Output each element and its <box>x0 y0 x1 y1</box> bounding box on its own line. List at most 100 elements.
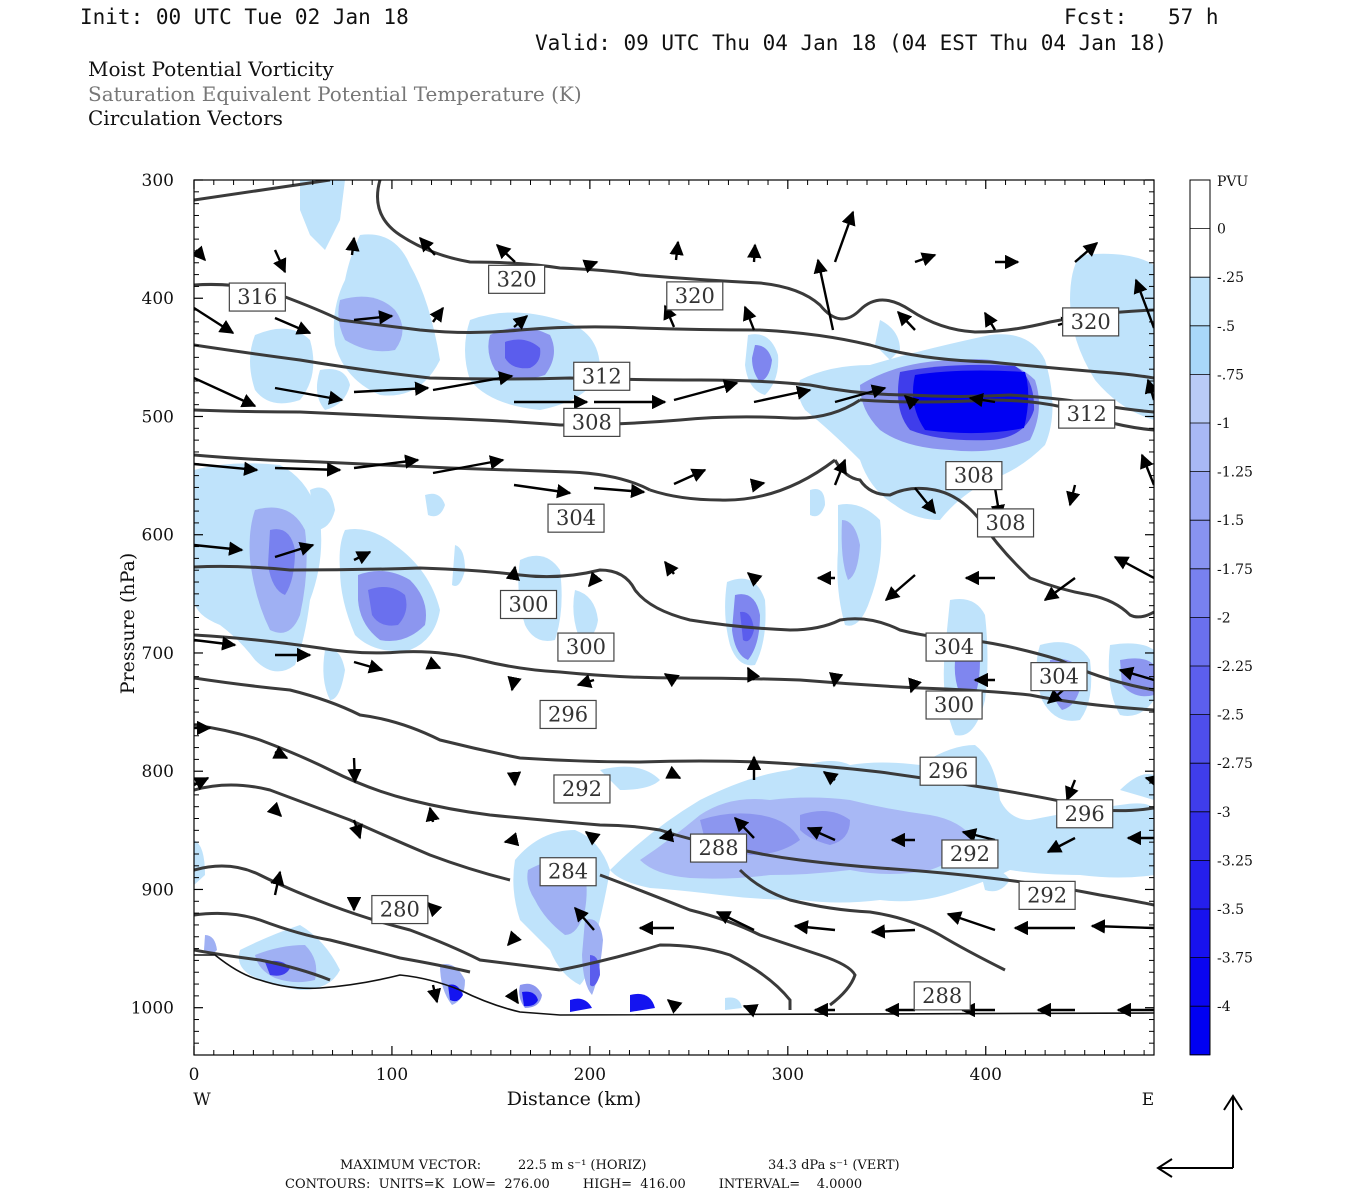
contour-label-text: 292 <box>562 777 602 801</box>
contour-label: 296 <box>539 699 597 730</box>
colorbar-level-label: -1 <box>1217 416 1231 432</box>
west-label: W <box>193 1090 211 1110</box>
x-tick-label: 100 <box>376 1065 408 1085</box>
valid-time: Valid: 09 UTC Thu 04 Jan 18 (04 EST Thu … <box>535 31 1168 55</box>
forecast-label: Fcst: <box>1064 5 1128 29</box>
east-label: E <box>1142 1090 1154 1110</box>
colorbar-swatch <box>1190 666 1210 716</box>
colorbar-level-label: -2.25 <box>1217 659 1253 675</box>
colorbar-level-label: -3.5 <box>1217 902 1244 918</box>
colorbar-level-label: -4 <box>1217 999 1231 1015</box>
contour-label-text: 320 <box>497 267 537 291</box>
contour-label: 304 <box>1030 662 1088 692</box>
x-tick-label: 400 <box>970 1065 1002 1085</box>
contour-label: 296 <box>1056 799 1114 829</box>
contour-label: 308 <box>976 508 1035 538</box>
colorbar-swatch <box>1190 228 1210 278</box>
colorbar-level-label: -1.75 <box>1217 562 1253 578</box>
contour-label-text: 312 <box>1067 402 1107 426</box>
contour-label-text: 320 <box>675 284 715 308</box>
contour-label: 296 <box>919 756 977 786</box>
contour-label: 292 <box>941 839 999 869</box>
colorbar-level-label: -1.5 <box>1217 513 1244 529</box>
contour-label-text: 296 <box>548 702 588 726</box>
x-tick-label: 300 <box>772 1065 804 1085</box>
contour-label: 284 <box>539 857 597 887</box>
contour-label: 308 <box>945 461 1003 491</box>
contour-label-text: 292 <box>950 842 990 866</box>
colorbar-level-label: -1.25 <box>1217 465 1253 481</box>
contour-label-text: 292 <box>1027 883 1067 907</box>
contour-label: 316 <box>228 282 286 312</box>
contour-label-text: 304 <box>934 635 974 659</box>
contour-label-text: 316 <box>237 285 277 309</box>
contour-label: 292 <box>553 774 611 804</box>
colorbar-swatch <box>1190 520 1210 570</box>
contour-labels: 316 320 320 320 312 312 308 308 308 304 304 304 300 3… <box>228 264 1120 1011</box>
contour-label: 304 <box>925 632 983 662</box>
contour-label: 320 <box>666 281 724 311</box>
contour-label: 320 <box>1062 307 1120 337</box>
contour-label: 304 <box>547 503 605 533</box>
colorbar-level-label: -.5 <box>1217 319 1235 335</box>
y-tick-label: 400 <box>142 289 174 309</box>
colorbar-swatch <box>1190 180 1210 230</box>
contour-label-text: 308 <box>572 410 612 434</box>
colorbar-swatch <box>1190 325 1210 375</box>
colorbar-level-label: -2 <box>1217 610 1231 626</box>
init-time: Init: 00 UTC Tue 02 Jan 18 <box>80 5 409 29</box>
contour-label-text: 312 <box>582 364 622 388</box>
forecast-hour: 57 h <box>1168 5 1219 29</box>
axes: 300 400 500 600 700 800 900 1000 0 100 200 300 400 Di… <box>117 171 1154 1110</box>
contour-label-text: 296 <box>928 759 968 783</box>
y-tick-label: 600 <box>142 526 174 546</box>
colorbar-swatch <box>1190 860 1210 910</box>
max-vector-vert: 34.3 dPa s⁻¹ (VERT) <box>768 1158 900 1173</box>
colorbar-unit: PVU <box>1217 174 1249 190</box>
contours-info: CONTOURS: UNITS=K LOW= 276.00 HIGH= 416.… <box>285 1177 863 1192</box>
contour-label: 312 <box>1058 399 1116 429</box>
contour-label-text: 280 <box>380 898 420 922</box>
title-theta-es: Saturation Equivalent Potential Temperat… <box>88 82 582 106</box>
contour-label-text: 304 <box>556 506 596 530</box>
y-tick-label: 500 <box>142 407 174 427</box>
contour-label-text: 296 <box>1065 802 1105 826</box>
contour-label: 300 <box>925 690 983 720</box>
circulation-vectors <box>194 210 1154 1018</box>
contour-label: 288 <box>689 833 748 863</box>
contour-label: 292 <box>1018 880 1076 910</box>
y-tick-label: 800 <box>142 762 174 782</box>
colorbar-level-label: -3.25 <box>1217 853 1253 869</box>
colorbar-level-label: -.75 <box>1217 367 1244 383</box>
colorbar-level-label: -3 <box>1217 805 1231 821</box>
colorbar-swatch <box>1190 568 1210 618</box>
colorbar-level-label: -.25 <box>1217 270 1244 286</box>
colorbar-swatch <box>1190 471 1210 521</box>
colorbar-swatch <box>1190 811 1210 861</box>
theta-es-contours <box>194 180 1154 1010</box>
y-tick-label: 700 <box>142 644 174 664</box>
contour-label: 280 <box>371 894 429 925</box>
colorbar-level-label: -2.5 <box>1217 708 1244 724</box>
colorbar-level-label: -2.75 <box>1217 756 1253 772</box>
y-axis-title: Pressure (hPa) <box>117 553 139 695</box>
contour-label-text: 284 <box>548 860 588 884</box>
pv-colorbar: PVU 0 -.25 -.5 -.75 -1 -1.25 -1.5 -1.75 -2 -2.25 -2… <box>1189 174 1253 1056</box>
title-circulation: Circulation Vectors <box>88 106 283 130</box>
y-tick-label: 1000 <box>131 999 174 1019</box>
y-tick-label: 900 <box>142 880 174 900</box>
reference-vector-icon <box>1156 1094 1243 1178</box>
colorbar-swatch <box>1190 1006 1210 1056</box>
colorbar-swatch <box>1190 423 1210 473</box>
contour-label-text: 304 <box>1039 665 1079 689</box>
contour-label: 300 <box>499 589 558 620</box>
title-moist-pv: Moist Potential Vorticity <box>88 57 334 81</box>
colorbar-level-label: -3.75 <box>1217 951 1253 967</box>
contour-label-text: 300 <box>566 635 606 659</box>
colorbar-swatch <box>1190 763 1210 813</box>
colorbar-level-label: 0 <box>1217 222 1226 238</box>
colorbar-swatch <box>1190 714 1210 764</box>
contour-label-text: 288 <box>922 984 962 1008</box>
contour-label-text: 320 <box>1071 310 1111 334</box>
